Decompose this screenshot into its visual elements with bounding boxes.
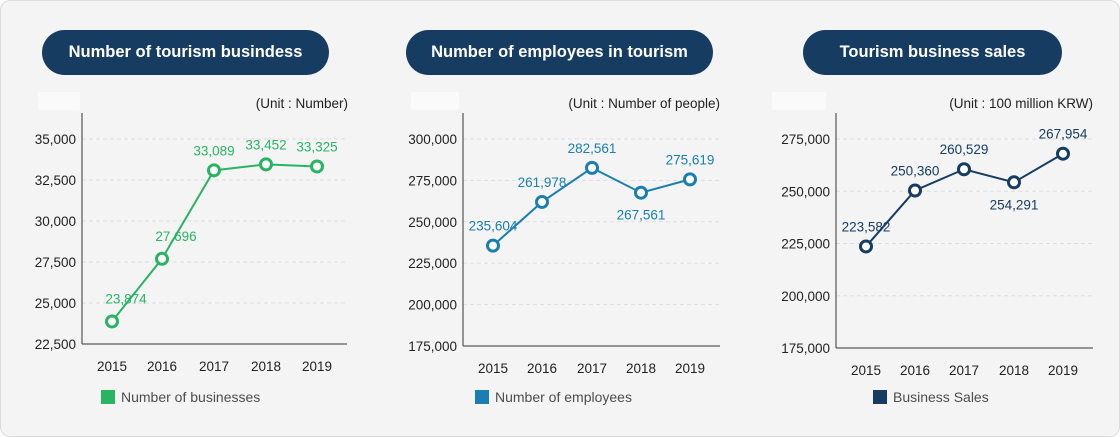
businesses-legend: Number of businesses [101,389,260,405]
legend-swatch [873,390,887,404]
sales-unit-label: (Unit : 100 million KRW) [949,96,1093,111]
data-point [207,163,221,178]
employees-legend: Number of employees [475,389,632,405]
x-tick-label: 2019 [1048,363,1078,378]
data-point [486,238,500,253]
y-tick-label: 22,500 [35,337,76,352]
y-tick-label: 27,500 [35,255,76,270]
y-tick-label: 250,000 [781,184,830,199]
legend-label: Business Sales [893,389,989,405]
y-tick-label: 250,000 [408,215,457,230]
data-label: 33,089 [193,143,234,158]
sales-panel: Tourism business sales (Unit : 100 milli… [746,0,1119,437]
y-tick-label: 175,000 [408,339,457,354]
x-tick-label: 2015 [478,361,508,376]
x-tick-label: 2015 [97,359,127,374]
data-point [1007,175,1021,190]
businesses-title-pill: Number of tourism busindess [42,30,329,75]
sales-legend: Business Sales [873,389,989,405]
legend-swatch [475,390,489,404]
y-tick-label: 225,000 [408,256,457,271]
data-label: 23,874 [105,291,147,306]
data-point [105,314,119,329]
data-point [957,162,971,177]
data-label: 235,604 [469,219,518,234]
y-tick-label: 275,000 [781,132,830,147]
employees-panel: Number of employees in tourism (Unit : N… [373,0,746,437]
sales-title-pill: Tourism business sales [803,30,1062,75]
employees-unit-label: (Unit : Number of people) [568,96,720,111]
x-tick-label: 2017 [577,361,607,376]
placeholder-bar [38,92,80,110]
y-tick-label: 225,000 [781,237,830,252]
x-tick-label: 2015 [851,363,881,378]
data-point [310,159,324,174]
data-label: 282,561 [568,141,617,156]
data-point [634,185,648,200]
data-label: 33,325 [296,139,337,154]
data-point [155,251,169,266]
data-label: 261,978 [518,175,567,190]
x-tick-label: 2019 [675,361,705,376]
x-tick-label: 2018 [999,363,1029,378]
y-tick-label: 30,000 [35,214,76,229]
data-point [585,160,599,175]
data-point [535,194,549,209]
y-tick-label: 200,000 [781,289,830,304]
data-point [683,172,697,187]
x-tick-label: 2016 [147,359,177,374]
y-tick-label: 200,000 [408,298,457,313]
x-tick-label: 2018 [251,359,281,374]
legend-label: Number of employees [495,389,632,405]
x-tick-label: 2018 [626,361,656,376]
placeholder-bar [772,92,826,110]
data-point [259,157,273,172]
y-tick-label: 175,000 [781,341,830,356]
x-tick-label: 2017 [199,359,229,374]
data-label: 254,291 [990,197,1039,212]
data-point [1056,146,1070,161]
x-tick-label: 2017 [949,363,979,378]
data-label: 33,452 [245,137,286,152]
legend-label: Number of businesses [121,389,261,405]
y-tick-label: 35,000 [35,132,76,147]
placeholder-bar [411,92,459,110]
data-point [859,239,873,254]
data-point [908,183,922,198]
data-label: 267,954 [1039,127,1088,142]
data-label: 27,696 [155,229,196,244]
x-tick-label: 2016 [527,361,557,376]
data-label: 267,561 [617,208,666,223]
x-tick-label: 2016 [900,363,930,378]
businesses-unit-label: (Unit : Number) [255,96,348,111]
employees-title-pill: Number of employees in tourism [406,30,713,75]
businesses-panel: Number of tourism busindess (Unit : Numb… [0,0,373,437]
data-label: 250,360 [891,163,940,178]
legend-swatch [101,390,115,404]
y-tick-label: 25,000 [35,296,76,311]
y-tick-label: 300,000 [408,132,457,147]
y-tick-label: 32,500 [35,173,76,188]
y-tick-label: 275,000 [408,173,457,188]
data-label: 275,619 [666,152,715,167]
data-label: 223,582 [842,219,891,234]
data-label: 260,529 [940,142,989,157]
x-tick-label: 2019 [302,359,332,374]
